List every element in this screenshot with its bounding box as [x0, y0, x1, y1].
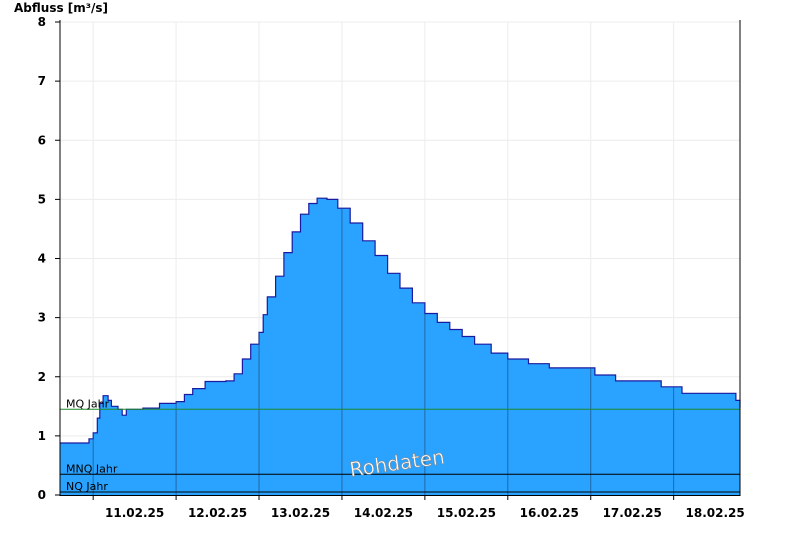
- y-tick-label: 7: [38, 74, 46, 88]
- x-tick-label: 14.02.25: [354, 506, 413, 520]
- x-tick-label: 18.02.25: [686, 506, 745, 520]
- reference-line-label: NQ Jahr: [66, 480, 108, 493]
- y-tick-label: 4: [38, 252, 46, 266]
- y-axis-label: Abfluss [m³/s]: [14, 1, 109, 15]
- x-tick-label: 15.02.25: [437, 506, 496, 520]
- y-tick-label: 2: [38, 370, 46, 384]
- reference-line-label: MQ Jahr: [66, 397, 110, 410]
- x-tick-label: 11.02.25: [105, 506, 164, 520]
- y-tick-label: 1: [38, 429, 46, 443]
- x-tick-label: 13.02.25: [271, 506, 330, 520]
- x-tick-label: 17.02.25: [603, 506, 662, 520]
- y-tick-label: 5: [38, 192, 46, 206]
- x-tick-label: 12.02.25: [188, 506, 247, 520]
- y-tick-label: 3: [38, 311, 46, 325]
- reference-lines: MQ Jahr MNQ Jahr NQ Jahr: [60, 397, 740, 493]
- y-tick-label: 0: [38, 488, 46, 502]
- tick-labels: 0 1 2 3 4 5 6 7 8 11.02.25 12.02.25 13.02.25 14.02.2…: [38, 15, 745, 520]
- y-tick-label: 6: [38, 133, 46, 147]
- x-tick-label: 16.02.25: [520, 506, 579, 520]
- y-tick-label: 8: [38, 15, 46, 29]
- series-area: [60, 198, 740, 495]
- axes: [55, 20, 741, 500]
- reference-line-label: MNQ Jahr: [66, 462, 118, 475]
